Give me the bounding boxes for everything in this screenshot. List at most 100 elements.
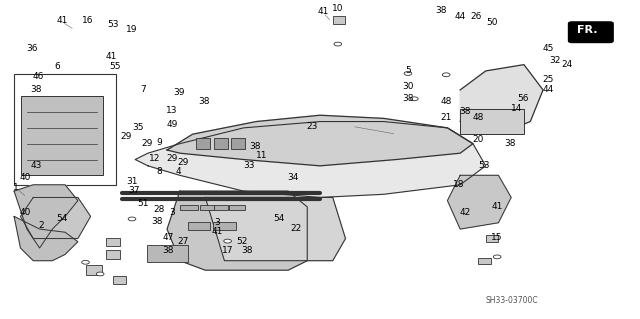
Text: 45: 45 [543, 44, 554, 53]
Text: 49: 49 [166, 120, 178, 129]
Circle shape [97, 272, 104, 276]
Text: 36: 36 [26, 44, 38, 53]
Text: 54: 54 [273, 214, 284, 223]
Text: 37: 37 [128, 186, 140, 195]
Text: 41: 41 [492, 202, 503, 211]
Bar [229, 205, 245, 211]
Polygon shape [167, 115, 473, 166]
Polygon shape [135, 122, 486, 197]
Text: 21: 21 [440, 113, 452, 122]
Bar [200, 205, 214, 211]
Text: 41: 41 [56, 17, 68, 26]
Text: 8: 8 [157, 167, 163, 176]
Text: 5: 5 [405, 66, 411, 75]
Polygon shape [447, 175, 511, 229]
Text: 53: 53 [479, 161, 490, 170]
Polygon shape [14, 185, 78, 248]
Text: 29: 29 [166, 154, 178, 163]
Text: 55: 55 [109, 62, 120, 71]
Text: 13: 13 [166, 106, 178, 115]
Text: 10: 10 [332, 4, 344, 13]
Bar [460, 109, 524, 134]
Bar [196, 138, 210, 149]
Text: 6: 6 [54, 62, 60, 71]
Text: 48: 48 [440, 97, 452, 107]
Text: 26: 26 [470, 12, 482, 21]
Text: 24: 24 [562, 60, 573, 69]
Text: 19: 19 [126, 25, 138, 34]
Text: 34: 34 [287, 173, 299, 182]
Text: 40: 40 [20, 173, 31, 182]
Bar [14, 74, 116, 185]
Bar [147, 245, 188, 262]
Text: 27: 27 [177, 237, 189, 246]
Circle shape [128, 217, 136, 221]
Text: 18: 18 [453, 180, 465, 189]
FancyBboxPatch shape [568, 22, 613, 42]
Bar [486, 235, 498, 242]
Bar [188, 222, 210, 230]
Text: 47: 47 [163, 234, 174, 242]
Text: 28: 28 [154, 205, 165, 214]
Text: 29: 29 [177, 158, 189, 167]
Bar [214, 138, 228, 149]
Polygon shape [14, 216, 78, 261]
Text: 40: 40 [20, 208, 31, 217]
Text: 52: 52 [237, 237, 248, 246]
Text: 32: 32 [549, 56, 560, 65]
Bar [106, 250, 120, 259]
Text: 1: 1 [13, 183, 19, 192]
Text: 25: 25 [543, 75, 554, 84]
Bar [232, 138, 246, 149]
Circle shape [410, 97, 418, 101]
Text: 31: 31 [126, 176, 138, 186]
Text: 23: 23 [307, 122, 318, 131]
Text: 38: 38 [249, 142, 260, 151]
Circle shape [82, 260, 90, 264]
Circle shape [334, 42, 342, 46]
Text: 16: 16 [82, 17, 93, 26]
Text: 51: 51 [137, 199, 148, 208]
Bar [106, 238, 120, 246]
Bar [214, 205, 228, 211]
Polygon shape [205, 197, 346, 261]
Text: 38: 38 [460, 107, 471, 116]
Text: 38: 38 [152, 217, 163, 226]
Bar [333, 16, 345, 24]
Text: 44: 44 [454, 12, 466, 21]
Text: 33: 33 [243, 161, 254, 170]
Text: 29: 29 [120, 132, 131, 141]
Text: 29: 29 [141, 138, 152, 148]
Text: SH33-03700C: SH33-03700C [486, 296, 538, 305]
Text: 30: 30 [402, 82, 413, 91]
Text: 53: 53 [107, 20, 118, 29]
Text: 2: 2 [38, 221, 44, 230]
Text: 38: 38 [241, 246, 252, 255]
Bar [478, 257, 491, 264]
Text: 43: 43 [31, 161, 42, 170]
Text: 9: 9 [157, 137, 163, 147]
Circle shape [493, 255, 501, 259]
Text: 14: 14 [511, 104, 522, 113]
Circle shape [404, 71, 412, 75]
Polygon shape [460, 65, 543, 134]
Text: 15: 15 [492, 234, 503, 242]
Text: 39: 39 [173, 88, 184, 97]
Text: 11: 11 [255, 151, 267, 160]
Text: 44: 44 [543, 85, 554, 94]
Circle shape [442, 73, 450, 77]
Text: 3: 3 [170, 208, 175, 217]
Text: FR.: FR. [577, 25, 598, 35]
Text: 38: 38 [435, 6, 447, 15]
Bar [86, 265, 102, 275]
Text: 35: 35 [132, 123, 144, 132]
Bar [213, 222, 236, 230]
Text: 20: 20 [472, 135, 484, 145]
Text: 12: 12 [148, 154, 160, 163]
Text: 38: 38 [198, 97, 210, 107]
Text: 50: 50 [486, 19, 498, 27]
Bar [20, 96, 103, 175]
Text: 38: 38 [31, 85, 42, 94]
Text: 22: 22 [290, 224, 301, 233]
Text: 54: 54 [56, 213, 68, 222]
